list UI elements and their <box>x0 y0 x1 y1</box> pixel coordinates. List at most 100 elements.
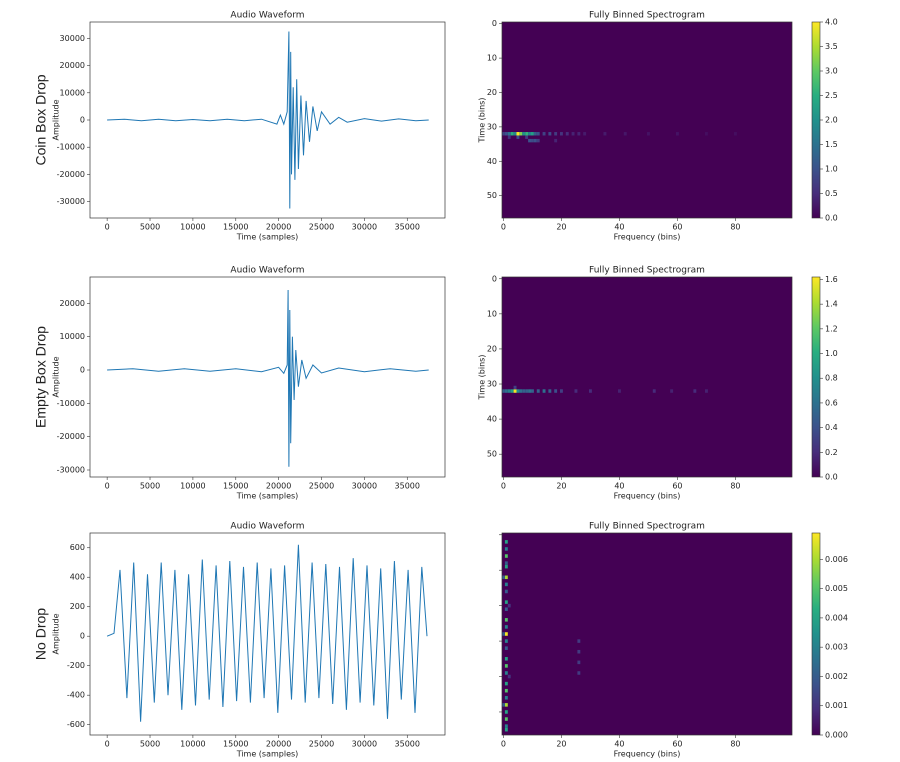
heatmap-cell <box>542 389 546 393</box>
colorbar-tick-label: 0.0 <box>825 473 838 482</box>
heatmap-cell <box>525 389 529 393</box>
x-tick-label: 0 <box>501 740 506 749</box>
heatmap-cell <box>589 389 592 393</box>
waveform-line <box>107 31 429 209</box>
heatmap-cell <box>504 703 508 707</box>
colorbar <box>811 276 821 478</box>
row-label: Coin Box Drop <box>33 74 49 165</box>
heatmap-cell <box>504 564 508 569</box>
y-tick-label: 30 <box>487 122 497 131</box>
heatmap-cell <box>577 639 581 643</box>
colorbar-tick-label: 0.000 <box>825 731 848 740</box>
colorbar-tick-label: 0.5 <box>825 189 838 198</box>
heatmap-cell <box>504 632 508 636</box>
heatmap-cell <box>513 132 517 136</box>
colorbar-tick-label: 1.5 <box>825 140 838 149</box>
heatmap-cell <box>571 132 575 136</box>
x-tick-label: 10000 <box>180 223 205 232</box>
heatmap-cell <box>504 561 508 565</box>
axes-frame <box>501 532 793 736</box>
x-axis-label: Frequency (bins) <box>614 233 681 242</box>
heatmap-cell <box>507 603 511 608</box>
heatmap-cell <box>528 389 531 393</box>
x-tick-label: 60 <box>672 223 682 232</box>
heatmap-cell <box>583 132 587 136</box>
heatmap-cell <box>536 132 540 136</box>
heatmap-cell <box>502 575 505 580</box>
y-tick-label: -20000 <box>57 170 85 179</box>
y-axis-label: Time (bins) <box>478 98 487 144</box>
colorbar-tick-label: 4.0 <box>825 18 838 27</box>
heatmap-cell <box>507 132 511 136</box>
heatmap-cell <box>522 132 526 136</box>
colorbar-tick-label: 0.0 <box>825 214 838 223</box>
y-tick-label: -200 <box>67 661 85 670</box>
heatmap-cell <box>504 639 508 643</box>
axes-frame <box>501 21 793 219</box>
row-label: No Drop <box>33 608 49 660</box>
heatmap-cell <box>510 132 514 136</box>
x-tick-label: 60 <box>672 482 682 491</box>
x-tick-label: 25000 <box>309 740 334 749</box>
heatmap-cell <box>504 575 508 580</box>
y-tick-label: -600 <box>67 720 85 729</box>
heatmap-cell <box>519 389 523 393</box>
heatmap-cell <box>574 389 578 393</box>
colorbar-tick-label: 1.0 <box>825 349 838 358</box>
x-tick-label: 10000 <box>180 740 205 749</box>
x-tick-label: 35000 <box>395 740 420 749</box>
x-tick-label: 60 <box>672 740 682 749</box>
heatmap-cell <box>507 389 511 393</box>
colorbar-tick-label: 1.2 <box>825 324 838 333</box>
y-tick-label: 20 <box>487 88 497 97</box>
heatmap-cell <box>734 132 737 136</box>
x-tick-label: 20 <box>556 482 566 491</box>
x-tick-label: 80 <box>730 740 740 749</box>
heatmap-cell <box>670 389 674 393</box>
colorbar <box>811 21 821 219</box>
y-tick-label: 10000 <box>60 88 85 97</box>
x-axis-label: Frequency (bins) <box>614 750 681 759</box>
colorbar-tick-label: 0.006 <box>825 555 848 564</box>
heatmap-cell <box>577 132 581 136</box>
heatmap-background <box>502 22 792 218</box>
heatmap-cell <box>519 132 523 136</box>
heatmap-cell <box>528 132 531 136</box>
x-tick-label: 30000 <box>352 482 377 491</box>
chart-title: Fully Binned Spectrogram <box>589 522 705 532</box>
heatmap-cell <box>504 625 508 629</box>
x-tick-label: 20000 <box>266 740 291 749</box>
heatmap-cell <box>522 389 526 393</box>
y-tick-label: 20 <box>487 344 497 353</box>
chart-title: Audio Waveform <box>230 522 304 532</box>
heatmap-cell <box>560 389 563 393</box>
y-axis-label: Amplitude <box>52 356 61 397</box>
heatmap-cell <box>536 389 540 393</box>
heatmap-cell <box>548 132 552 136</box>
chart-title: Fully Binned Spectrogram <box>589 11 705 21</box>
x-tick-label: 0 <box>105 223 110 232</box>
colorbar-tick-label: 3.5 <box>825 42 838 51</box>
colorbar-tick-label: 0.002 <box>825 672 848 681</box>
colorbar-tick-label: 3.0 <box>825 67 838 76</box>
x-tick-label: 80 <box>730 223 740 232</box>
heatmap-cell <box>504 554 508 558</box>
x-tick-label: 80 <box>730 482 740 491</box>
heatmap-cell <box>504 696 508 700</box>
heatmap-cell <box>577 671 581 675</box>
heatmap-cell <box>504 646 508 650</box>
y-tick-label: 600 <box>70 543 85 552</box>
heatmap-cell <box>502 389 505 393</box>
heatmap-cell <box>531 138 534 143</box>
heatmap-cell <box>504 727 508 732</box>
heatmap-cell <box>504 589 508 594</box>
colorbar-tick-label: 0.001 <box>825 701 848 710</box>
heatmap-cell <box>510 389 514 393</box>
colorbar-tick-label: 0.4 <box>825 423 838 432</box>
x-tick-label: 5000 <box>140 482 160 491</box>
y-tick-label: 0 <box>492 274 497 283</box>
heatmap-cell <box>565 132 569 136</box>
y-tick-label: 0 <box>492 19 497 28</box>
heatmap-cell <box>513 385 517 390</box>
y-tick-label: 0 <box>80 632 85 641</box>
